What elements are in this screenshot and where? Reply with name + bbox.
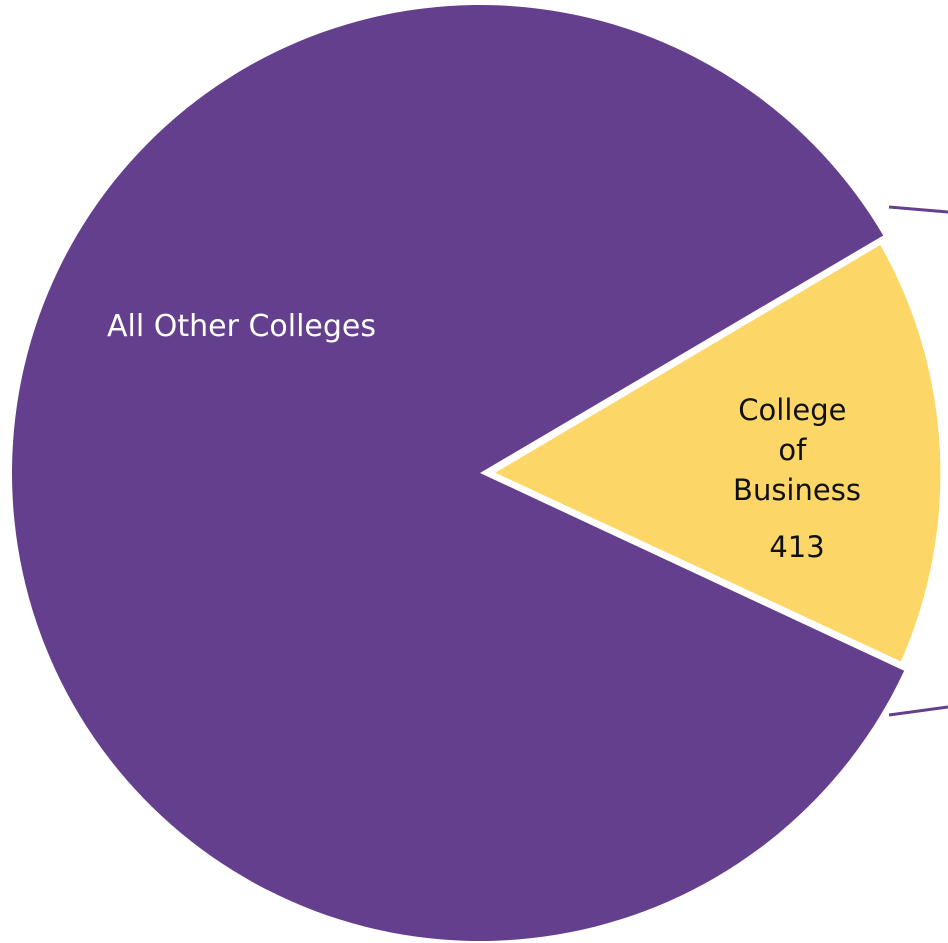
slice-label-college-line-3: Business: [733, 473, 861, 507]
callout-line-bottom: [888, 705, 948, 717]
slice-label-all-other-colleges: All Other Colleges: [107, 309, 376, 344]
slice-value-college-of-business: 413: [769, 530, 824, 564]
slice-label-college-of-business: College of Business: [733, 393, 861, 507]
pie-slices: [12, 5, 946, 942]
callout-line-top: [888, 205, 948, 214]
pie-slice-all-other-colleges: [12, 5, 905, 942]
pie-slice-college-of-business: [487, 238, 946, 668]
slice-label-college-line-1: College: [738, 393, 846, 427]
slice-label-college-line-2: of: [778, 433, 807, 467]
callout-lines: [888, 205, 948, 717]
